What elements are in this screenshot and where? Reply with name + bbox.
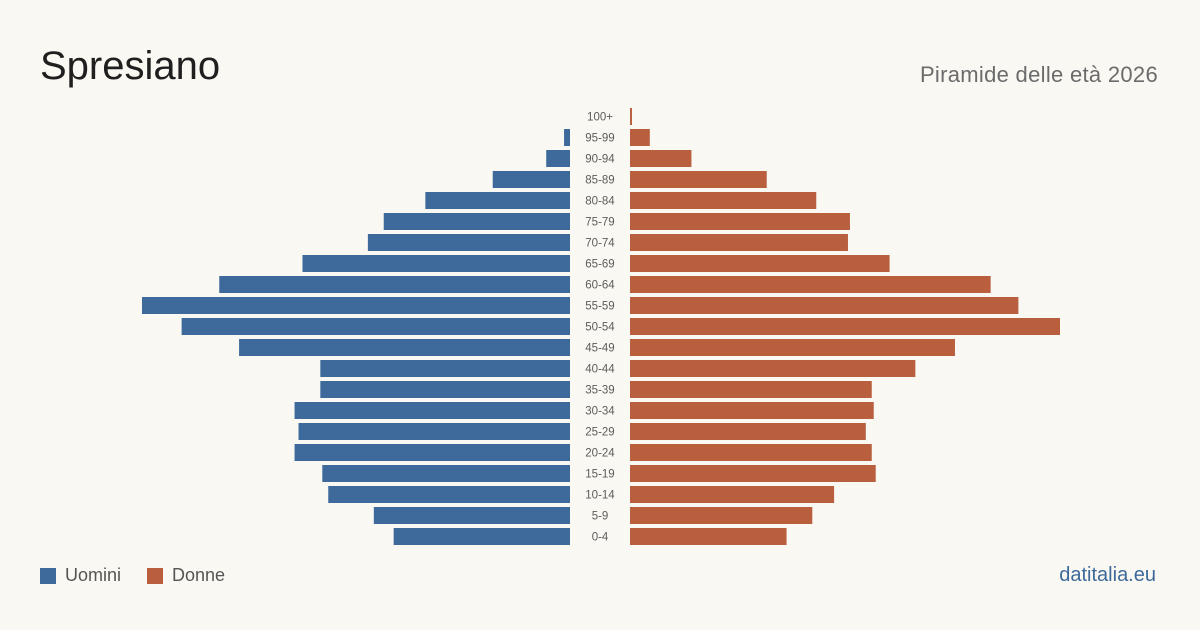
bar-men-80-84 (425, 192, 570, 209)
chart-subtitle: Piramide delle età 2026 (919, 62, 1158, 87)
bar-women-65-69 (630, 255, 890, 272)
bar-men-45-49 (239, 339, 570, 356)
age-label: 60-64 (585, 280, 615, 292)
bar-men-20-24 (294, 444, 570, 461)
bar-women-95-99 (630, 129, 650, 146)
age-label: 65-69 (585, 259, 614, 271)
legend-label-men: Uomini (65, 565, 122, 585)
bar-women-75-79 (630, 213, 850, 230)
bar-men-10-14 (328, 486, 570, 503)
bar-women-55-59 (630, 297, 1019, 314)
brand-link[interactable]: datitalia.eu (1059, 564, 1156, 586)
page-title: Spresiano (40, 44, 221, 88)
bar-men-65-69 (302, 255, 570, 272)
bar-men-85-89 (492, 171, 570, 188)
age-label: 35-39 (585, 385, 614, 397)
legend-swatch-women (147, 567, 164, 584)
bar-women-20-24 (630, 444, 872, 461)
bar-women-25-29 (630, 423, 866, 440)
bar-women-60-64 (630, 276, 991, 293)
legend-swatch-men (40, 567, 56, 584)
age-label: 90-94 (585, 154, 615, 166)
age-label: 85-89 (585, 175, 614, 187)
population-pyramid-chart: 100+ 95-99 90-94 85-89 80-84 75-79 70-74 65-69 6… (141, 108, 1060, 545)
age-label: 30-34 (585, 406, 615, 418)
bar-men-70-74 (367, 234, 570, 251)
bar-men-55-59 (141, 297, 570, 314)
bar-women-70-74 (630, 234, 848, 251)
age-label: 10-14 (585, 490, 615, 502)
bar-men-0-4 (393, 528, 570, 545)
bar-women-35-39 (630, 381, 872, 398)
bar-men-15-19 (322, 465, 570, 482)
bar-women-45-49 (630, 339, 955, 356)
age-label: 70-74 (585, 238, 615, 250)
legend: Uomini Donne (40, 565, 225, 586)
age-label: 15-19 (585, 469, 614, 481)
age-label: 45-49 (585, 343, 614, 355)
bar-women-30-34 (630, 402, 874, 419)
age-label: 5-9 (592, 511, 609, 523)
bar-men-60-64 (219, 276, 570, 293)
bar-women-90-94 (630, 150, 692, 167)
bar-women-15-19 (630, 465, 876, 482)
age-label: 25-29 (585, 427, 614, 439)
bar-men-25-29 (298, 423, 570, 440)
age-label: 55-59 (585, 301, 614, 313)
age-label: 100+ (587, 112, 613, 124)
bar-men-30-34 (294, 402, 570, 419)
bar-men-90-94 (546, 150, 570, 167)
age-label: 20-24 (585, 448, 615, 460)
bar-men-75-79 (383, 213, 570, 230)
age-label: 50-54 (585, 322, 615, 334)
bar-women-100+ (630, 108, 632, 125)
age-label: 80-84 (585, 196, 615, 208)
bar-men-95-99 (564, 129, 570, 146)
bar-women-10-14 (630, 486, 835, 503)
bar-women-5-9 (630, 507, 813, 524)
age-label: 75-79 (585, 217, 614, 229)
legend-item-women: Donne (147, 565, 225, 586)
bar-women-85-89 (630, 171, 767, 188)
bar-men-35-39 (320, 381, 570, 398)
bar-women-40-44 (630, 360, 916, 377)
bar-women-80-84 (630, 192, 817, 209)
legend-item-men: Uomini (40, 565, 121, 586)
age-label: 40-44 (585, 364, 615, 376)
age-label: 95-99 (585, 133, 614, 145)
bar-men-50-54 (181, 318, 570, 335)
legend-label-women: Donne (172, 565, 226, 585)
bar-men-5-9 (373, 507, 570, 524)
age-label: 0-4 (592, 532, 609, 544)
bar-women-50-54 (630, 318, 1060, 335)
bar-women-0-4 (630, 528, 787, 545)
bar-men-40-44 (320, 360, 570, 377)
